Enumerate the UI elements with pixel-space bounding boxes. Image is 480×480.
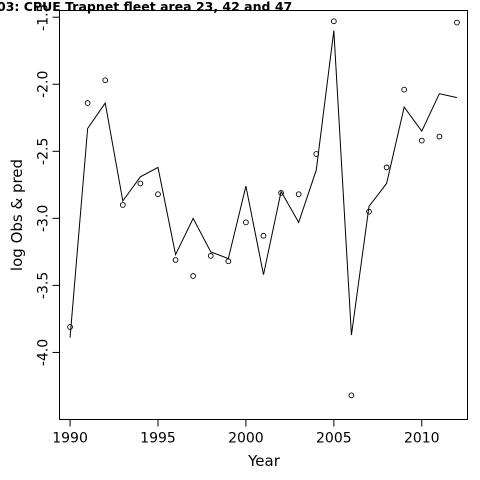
observed-point (278, 190, 284, 196)
x-tick-label: 2010 (404, 431, 440, 447)
x-tick-label: 2005 (316, 431, 352, 447)
x-tick-label: 1995 (140, 431, 176, 447)
observed-point (436, 133, 443, 140)
observed-point (137, 180, 144, 187)
y-tick-label: -2.0 (36, 71, 52, 98)
observed-point (207, 253, 214, 259)
y-tick-label: -3.5 (36, 272, 52, 299)
observed-point (225, 258, 232, 265)
y-tick-label: -3.0 (36, 205, 52, 232)
observed-points-series (67, 18, 460, 399)
observed-point (84, 100, 91, 106)
observed-point (172, 257, 179, 263)
observed-point (348, 392, 355, 399)
y-tick-label: -2.5 (36, 138, 52, 165)
observed-point (260, 232, 267, 239)
observed-point (67, 324, 73, 330)
observed-point (155, 191, 161, 198)
observed-point (102, 77, 109, 84)
observed-point (383, 164, 390, 171)
observed-point (243, 219, 249, 226)
x-tick-label: 1990 (52, 431, 88, 447)
observed-point (295, 191, 302, 198)
observed-point (119, 202, 126, 208)
observed-point (190, 273, 197, 279)
y-tick-label: -1.5 (36, 4, 52, 31)
y-axis: -4.0 -3.5 -3.0 -2.5 -2.0 -1.5 (36, 4, 60, 366)
plot-frame (59, 10, 468, 420)
observed-point (313, 151, 320, 157)
y-axis-title: log Obs & pred (8, 159, 26, 271)
y-tick-label: -4.0 (36, 339, 52, 366)
observed-point (418, 137, 425, 144)
x-tick-label: 2000 (228, 431, 264, 447)
predicted-line-series (69, 30, 458, 338)
predicted-line (69, 30, 458, 338)
observed-point (366, 208, 372, 215)
observed-point (454, 19, 460, 26)
observed-point (330, 18, 337, 25)
observed-point (401, 86, 408, 93)
x-axis: 1990 1995 2000 2005 2010 (52, 419, 440, 447)
x-axis-title: Year (247, 452, 281, 470)
